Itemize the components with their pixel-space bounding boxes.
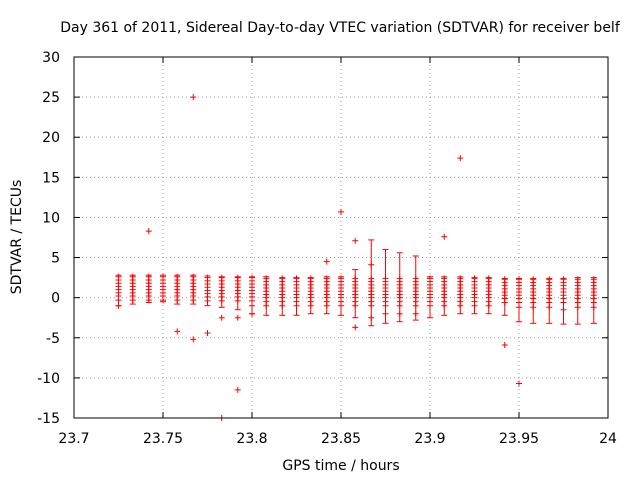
data-point bbox=[338, 208, 344, 215]
data-point bbox=[204, 297, 211, 304]
data-point bbox=[352, 302, 359, 309]
y-tick-label: -15 bbox=[37, 411, 60, 427]
data-point bbox=[396, 302, 403, 309]
data-point bbox=[145, 297, 152, 304]
y-axis-ticks: -15 -10 -5 0 5 10 15 20 25 30 bbox=[37, 50, 608, 427]
data-point bbox=[293, 302, 300, 309]
data-point bbox=[307, 302, 314, 309]
gridlines bbox=[74, 57, 608, 418]
data-point bbox=[368, 261, 375, 268]
data-point bbox=[160, 297, 166, 304]
x-tick-label: 23.95 bbox=[499, 431, 539, 447]
data-point bbox=[218, 314, 225, 321]
data-point bbox=[516, 304, 522, 311]
data-point bbox=[427, 302, 433, 309]
data-point bbox=[190, 94, 197, 101]
data-point bbox=[263, 302, 270, 309]
x-tick-label: 23.75 bbox=[143, 431, 183, 447]
data-point bbox=[574, 304, 581, 311]
chart-title: Day 361 of 2011, Sidereal Day-to-day VTE… bbox=[60, 20, 621, 36]
data-point bbox=[234, 297, 241, 304]
data-point bbox=[234, 386, 241, 393]
data-point bbox=[249, 310, 255, 317]
x-tick-label: 23.7 bbox=[58, 431, 89, 447]
data-point bbox=[249, 302, 255, 309]
data-point bbox=[352, 237, 359, 244]
data-point bbox=[501, 299, 508, 306]
data-point bbox=[590, 304, 597, 311]
data-point bbox=[457, 155, 464, 162]
data-point bbox=[368, 314, 375, 321]
data-point bbox=[382, 302, 389, 309]
y-tick-label: 5 bbox=[51, 251, 60, 267]
data-point bbox=[115, 297, 122, 304]
data-point bbox=[485, 302, 492, 309]
data-point bbox=[396, 310, 403, 317]
data-point bbox=[323, 302, 330, 309]
data-point bbox=[129, 297, 136, 304]
data-point bbox=[323, 258, 330, 265]
y-tick-label: 15 bbox=[42, 170, 60, 186]
y-tick-label: 0 bbox=[51, 291, 60, 307]
y-axis-label: SDTVAR / TECUs bbox=[9, 180, 25, 295]
x-axis-ticks: 23.7 23.75 23.8 23.85 23.9 23.95 24 bbox=[58, 57, 617, 447]
data-point bbox=[560, 299, 567, 306]
data-point bbox=[338, 302, 344, 309]
y-tick-label: 10 bbox=[42, 210, 60, 226]
data-point bbox=[368, 302, 375, 309]
y-tick-label: 25 bbox=[42, 90, 60, 106]
data-point bbox=[352, 324, 359, 331]
data-point bbox=[204, 329, 211, 336]
y-tick-label: -10 bbox=[37, 371, 60, 387]
data-point bbox=[190, 297, 197, 304]
data-point bbox=[457, 302, 464, 309]
data-point bbox=[218, 297, 225, 304]
data-point bbox=[530, 304, 537, 311]
data-point bbox=[174, 297, 181, 304]
data-point bbox=[441, 302, 448, 309]
data-point bbox=[234, 314, 241, 321]
data-point bbox=[412, 302, 419, 309]
data-point bbox=[115, 302, 122, 309]
x-axis-label: GPS time / hours bbox=[282, 458, 399, 474]
data-point bbox=[174, 328, 181, 335]
data-point bbox=[145, 228, 152, 235]
y-tick-label: 20 bbox=[42, 130, 60, 146]
x-tick-label: 24 bbox=[599, 431, 617, 447]
data-point bbox=[441, 233, 448, 240]
x-tick-label: 23.9 bbox=[414, 431, 445, 447]
data-point bbox=[501, 341, 508, 348]
data-point bbox=[382, 310, 389, 317]
data-point bbox=[412, 310, 419, 317]
x-tick-label: 23.85 bbox=[321, 431, 361, 447]
data-point bbox=[516, 380, 522, 387]
y-tick-label: -5 bbox=[46, 331, 60, 347]
data-point bbox=[279, 302, 286, 309]
data-point bbox=[190, 336, 197, 343]
data-point bbox=[546, 304, 553, 311]
y-tick-label: 30 bbox=[42, 50, 60, 66]
data-point bbox=[471, 302, 478, 309]
data-point bbox=[560, 306, 567, 313]
x-tick-label: 23.8 bbox=[236, 431, 267, 447]
